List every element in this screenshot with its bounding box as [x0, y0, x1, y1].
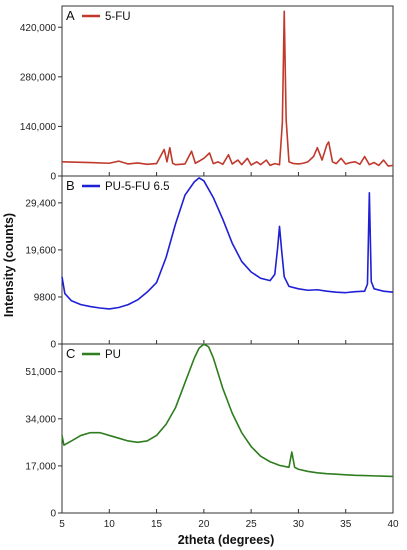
- series-line-c: [61, 343, 394, 478]
- y-tick-label: 0: [50, 340, 56, 351]
- y-tick-label: 51,000: [25, 367, 56, 378]
- y-tick-label: 9800: [34, 292, 57, 303]
- panel-letter: C: [66, 346, 75, 361]
- y-tick-label: 34,000: [25, 414, 56, 425]
- x-axis-title: 2theta (degrees): [178, 533, 275, 547]
- x-tick-label: 40: [387, 519, 399, 530]
- x-tick-label: 20: [198, 519, 210, 530]
- panel-frame: [61, 175, 394, 345]
- y-axis-title: Intensity (counts): [2, 213, 16, 317]
- panel-letter: B: [66, 178, 75, 193]
- panel-b: 0 9800 19,600 29,400 B PU-5-FU 6.5: [25, 175, 394, 351]
- panel-frame: [61, 5, 394, 177]
- y-tick-label: 19,600: [25, 245, 56, 256]
- x-tick-label: 15: [151, 519, 163, 530]
- x-tick-label: 25: [246, 519, 258, 530]
- x-tick-label: 35: [340, 519, 352, 530]
- legend-label: PU-5-FU 6.5: [105, 181, 170, 193]
- y-tick-label: 0: [50, 172, 56, 183]
- legend-label: 5-FU: [105, 11, 131, 23]
- x-tick-label: 5: [59, 519, 65, 530]
- x-axis: 5 10 15 20 25 30 35 40: [59, 519, 399, 530]
- panel-a: 0 140,000 280,000 420,000 A 5-FU: [20, 5, 394, 183]
- panel-c: 0 17,000 34,000 51,000 C PU: [25, 343, 394, 520]
- y-tick-label: 140,000: [20, 122, 57, 133]
- x-tick-label: 10: [104, 519, 116, 530]
- panel-letter: A: [66, 8, 75, 23]
- y-tick-label: 0: [50, 509, 56, 520]
- y-tick-label: 280,000: [20, 72, 57, 83]
- y-tick-label: 17,000: [25, 461, 56, 472]
- y-tick-label: 420,000: [20, 23, 57, 34]
- panels-group: 0 140,000 280,000 420,000 A 5-FU 0 9800 19,600 29…: [20, 5, 394, 520]
- legend-label: PU: [105, 349, 121, 361]
- series-line-b: [61, 177, 394, 310]
- series-line-a: [61, 10, 394, 167]
- y-tick-label: 29,400: [25, 198, 56, 209]
- x-tick-label: 30: [293, 519, 305, 530]
- panel-frame: [61, 343, 394, 514]
